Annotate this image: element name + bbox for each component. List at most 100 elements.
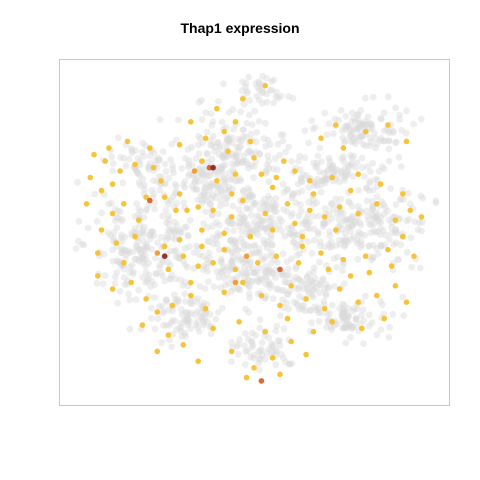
background-cell-point: [181, 329, 189, 337]
background-cell-point: [203, 149, 211, 157]
background-cell-point: [352, 315, 360, 323]
expressing-cell-point: [362, 128, 369, 135]
background-cell-point: [308, 117, 315, 125]
background-cell-point: [416, 264, 424, 272]
background-cell-point: [316, 144, 324, 152]
background-cell-point: [204, 150, 211, 158]
background-cell-point: [268, 340, 275, 348]
background-cell-point: [280, 287, 287, 294]
background-cell-point: [279, 270, 287, 278]
expressing-cell-point: [333, 227, 339, 233]
background-cell-point: [169, 307, 177, 315]
background-cell-point: [228, 258, 235, 266]
background-cell-point: [239, 216, 247, 224]
background-cell-point: [369, 93, 377, 101]
expressing-cell-point: [262, 328, 269, 335]
background-cell-point: [187, 325, 195, 332]
background-cell-point: [304, 287, 312, 294]
background-cell-point: [349, 212, 356, 220]
background-cell-point: [217, 284, 225, 291]
background-cell-point: [360, 317, 368, 324]
expressing-cell-point: [400, 233, 406, 240]
expressing-cell-point: [303, 351, 309, 358]
background-cell-point: [203, 264, 210, 271]
background-cell-point: [343, 324, 350, 332]
expressing-cell-point: [214, 178, 220, 184]
background-cell-point: [141, 243, 149, 251]
background-cell-point: [163, 298, 171, 305]
background-cell-point: [196, 251, 203, 259]
background-cell-point: [367, 138, 375, 146]
background-cell-point: [369, 159, 377, 167]
background-cell-point: [266, 284, 274, 292]
background-cell-point: [253, 92, 261, 100]
background-cell-point: [154, 315, 162, 322]
background-cell-point: [346, 199, 353, 206]
background-cell-point: [176, 229, 184, 236]
expressing-cell-point: [87, 174, 94, 181]
background-cell-point: [299, 220, 306, 228]
background-cell-point: [418, 227, 425, 235]
background-cell-point: [181, 178, 189, 185]
background-cell-point: [244, 160, 252, 168]
expressing-cell-point: [124, 138, 131, 145]
background-cell-point: [231, 237, 239, 245]
background-cell-point: [365, 216, 372, 224]
background-cell-point: [332, 242, 340, 250]
expressing-cell-point: [188, 279, 194, 286]
background-cell-point: [364, 163, 371, 171]
background-cell-point: [175, 116, 182, 124]
background-cell-point: [250, 269, 258, 276]
background-cell-point: [283, 208, 291, 215]
background-cell-point: [172, 247, 180, 254]
background-cell-point: [378, 198, 386, 205]
background-cell-point: [203, 256, 211, 264]
background-cell-point: [138, 254, 146, 261]
background-cell-point: [337, 311, 345, 318]
background-cell-point: [326, 228, 333, 236]
background-cell-point: [340, 237, 348, 245]
background-cell-point: [258, 89, 266, 97]
background-cell-point: [132, 228, 139, 236]
background-cell-point: [386, 324, 394, 331]
background-cell-point: [325, 284, 333, 291]
background-cell-point: [132, 296, 140, 304]
background-cell-point: [149, 228, 156, 235]
background-cell-point: [247, 130, 255, 138]
background-cell-point: [118, 247, 126, 254]
background-cell-point: [156, 264, 164, 272]
background-cell-point: [262, 293, 270, 300]
background-cell-point: [356, 127, 363, 134]
background-cell-point: [348, 118, 356, 126]
expressing-cell-point: [91, 151, 97, 158]
background-cell-point: [325, 210, 333, 218]
expressing-cell-point: [299, 243, 306, 250]
background-cell-point: [113, 224, 121, 232]
background-cell-point: [338, 155, 346, 163]
background-cell-point: [339, 324, 347, 332]
background-cell-point: [309, 280, 317, 288]
background-cell-point: [300, 302, 308, 309]
expressing-cell-point: [158, 178, 164, 184]
background-cell-point: [351, 118, 359, 125]
background-cell-point: [201, 314, 209, 322]
background-cell-point: [240, 245, 248, 253]
background-cell-point: [243, 205, 251, 213]
background-cell-point: [263, 240, 270, 248]
background-cell-point: [203, 197, 211, 205]
background-cell-point: [215, 168, 223, 176]
background-cell-point: [225, 137, 233, 145]
background-cell-point: [172, 136, 180, 144]
background-cell-point: [387, 185, 394, 193]
background-cell-point: [197, 308, 205, 316]
background-cell-point: [301, 217, 309, 225]
background-cell-point: [212, 194, 219, 202]
background-cell-point: [229, 150, 236, 158]
background-cell-point: [175, 298, 182, 305]
expressing-cell-point: [359, 325, 365, 332]
background-cell-point: [290, 277, 297, 284]
background-cell-point: [177, 228, 185, 236]
background-cell-point: [272, 93, 280, 100]
background-cell-point: [233, 246, 241, 253]
background-cell-point: [179, 282, 187, 289]
